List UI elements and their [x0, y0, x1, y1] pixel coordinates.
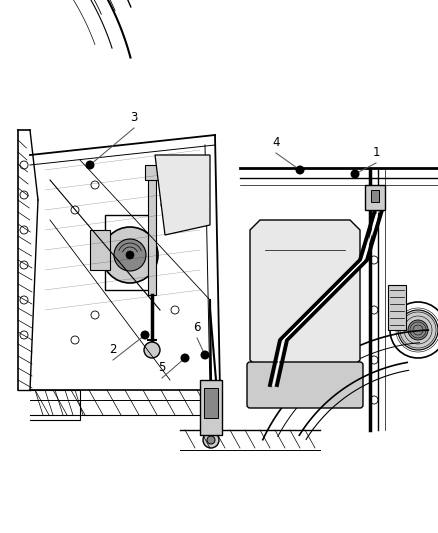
- Bar: [371, 190, 379, 202]
- Circle shape: [370, 396, 378, 404]
- Bar: [148, 175, 156, 295]
- Text: 2: 2: [109, 343, 117, 356]
- Circle shape: [408, 320, 428, 340]
- Bar: [90, 230, 110, 270]
- Circle shape: [207, 436, 215, 444]
- Bar: [105, 215, 155, 290]
- Circle shape: [20, 161, 28, 169]
- Text: 5: 5: [158, 361, 166, 374]
- Circle shape: [161, 201, 169, 209]
- Circle shape: [114, 239, 146, 271]
- Bar: [200, 380, 222, 435]
- Circle shape: [85, 160, 95, 169]
- Circle shape: [296, 166, 304, 174]
- Polygon shape: [250, 220, 360, 370]
- Circle shape: [20, 226, 28, 234]
- Circle shape: [350, 169, 360, 179]
- Circle shape: [201, 351, 209, 359]
- Circle shape: [370, 306, 378, 314]
- Circle shape: [398, 310, 438, 350]
- Circle shape: [91, 181, 99, 189]
- Bar: [204, 388, 218, 418]
- Circle shape: [370, 356, 378, 364]
- Text: 1: 1: [372, 146, 380, 159]
- Circle shape: [20, 296, 28, 304]
- Bar: [145, 165, 163, 180]
- Circle shape: [20, 191, 28, 199]
- Circle shape: [171, 306, 179, 314]
- Circle shape: [71, 336, 79, 344]
- Circle shape: [144, 342, 160, 358]
- Circle shape: [102, 227, 158, 283]
- Circle shape: [126, 251, 134, 259]
- Circle shape: [390, 302, 438, 358]
- FancyBboxPatch shape: [247, 362, 363, 408]
- Circle shape: [370, 206, 378, 214]
- Circle shape: [71, 206, 79, 214]
- Circle shape: [141, 330, 149, 340]
- Circle shape: [91, 311, 99, 319]
- Bar: [365, 185, 385, 210]
- Text: 6: 6: [193, 321, 201, 334]
- Circle shape: [206, 385, 216, 395]
- Text: 3: 3: [131, 111, 138, 124]
- Circle shape: [206, 415, 216, 425]
- Text: 4: 4: [272, 136, 280, 149]
- Circle shape: [180, 353, 190, 362]
- Polygon shape: [155, 155, 210, 235]
- Circle shape: [20, 261, 28, 269]
- Circle shape: [20, 331, 28, 339]
- Circle shape: [370, 256, 378, 264]
- Bar: [388, 285, 406, 330]
- Circle shape: [203, 432, 219, 448]
